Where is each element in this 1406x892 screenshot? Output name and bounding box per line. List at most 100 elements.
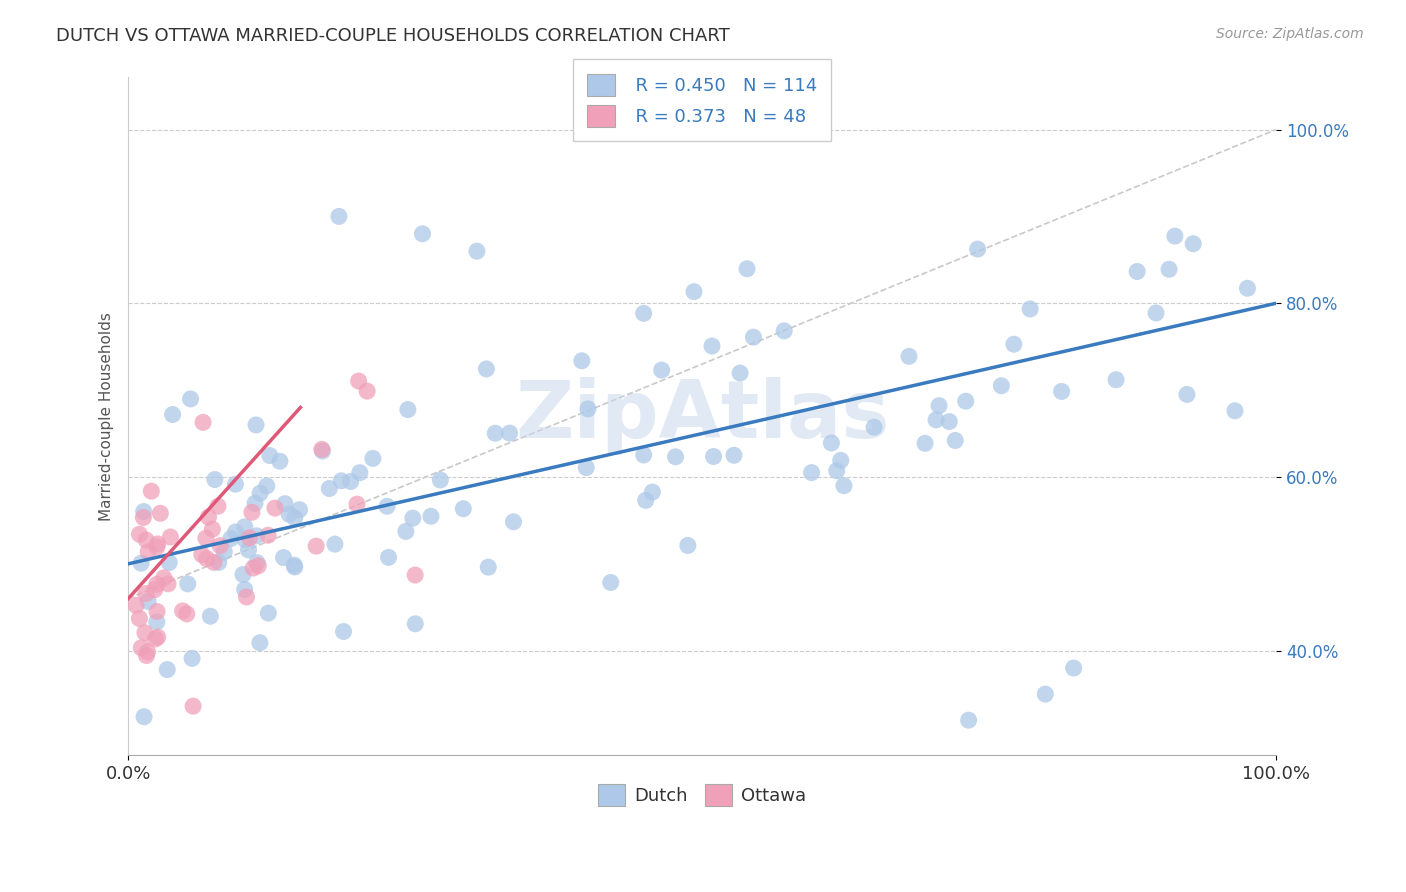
Point (484, 426, 506, 441)
Point (773, 324, 796, 338)
Point (225, 524, 247, 539)
Point (1175, 387, 1198, 401)
Point (475, 362, 498, 376)
Point (576, 401, 599, 416)
Point (247, 558, 270, 573)
Point (246, 556, 269, 570)
Text: Source: ZipAtlas.com: Source: ZipAtlas.com (1216, 27, 1364, 41)
Point (249, 636, 271, 650)
Point (328, 210, 350, 224)
Point (256, 479, 278, 493)
Point (269, 454, 291, 468)
Point (377, 550, 399, 565)
Point (283, 558, 305, 573)
Point (1223, 404, 1246, 418)
Point (162, 408, 184, 422)
Point (683, 285, 706, 299)
Point (832, 479, 855, 493)
Point (245, 417, 267, 432)
Point (633, 448, 655, 462)
Point (202, 555, 225, 569)
Point (411, 227, 433, 241)
Point (664, 450, 686, 464)
Point (477, 560, 499, 574)
Point (735, 261, 758, 276)
Point (1164, 229, 1187, 244)
Point (311, 442, 333, 457)
Point (938, 415, 960, 429)
Point (465, 244, 488, 259)
Point (404, 568, 426, 582)
Point (318, 482, 340, 496)
Point (347, 374, 370, 388)
Point (346, 497, 368, 511)
Point (356, 384, 378, 398)
Point (172, 604, 194, 618)
Point (219, 532, 242, 546)
Point (209, 539, 232, 553)
Point (257, 528, 280, 542)
Point (703, 450, 725, 464)
Point (195, 551, 218, 566)
Point (131, 640, 153, 655)
Point (197, 510, 219, 524)
Y-axis label: Married-couple Households: Married-couple Households (100, 311, 114, 521)
Point (149, 506, 172, 520)
Point (135, 586, 157, 600)
Point (925, 413, 948, 427)
Point (396, 402, 419, 417)
Point (146, 605, 169, 619)
Point (498, 426, 520, 441)
Point (1157, 262, 1180, 277)
Point (132, 510, 155, 524)
Point (1033, 687, 1056, 701)
Point (800, 466, 823, 480)
Point (284, 560, 307, 574)
Point (264, 501, 287, 516)
Point (157, 577, 180, 591)
Point (742, 330, 765, 344)
Point (419, 509, 441, 524)
Point (633, 306, 655, 320)
Point (375, 500, 398, 514)
Point (361, 451, 384, 466)
Point (128, 527, 150, 541)
Point (825, 464, 848, 478)
Point (129, 556, 152, 570)
Point (599, 575, 621, 590)
Point (224, 477, 246, 491)
Point (284, 511, 307, 525)
Point (240, 505, 263, 519)
Point (700, 339, 723, 353)
Point (278, 507, 301, 521)
Text: DUTCH VS OTTAWA MARRIED-COUPLE HOUSEHOLDS CORRELATION CHART: DUTCH VS OTTAWA MARRIED-COUPLE HOUSEHOLD… (56, 27, 730, 45)
Point (1050, 384, 1073, 399)
Point (246, 529, 269, 543)
Point (1002, 337, 1025, 351)
Point (1144, 306, 1167, 320)
Point (928, 399, 950, 413)
Point (135, 533, 157, 547)
Point (1019, 301, 1042, 316)
Point (156, 663, 179, 677)
Point (571, 353, 593, 368)
Point (957, 713, 980, 727)
Point (191, 548, 214, 562)
Point (233, 582, 256, 597)
Point (575, 460, 598, 475)
Point (728, 366, 751, 380)
Point (180, 392, 202, 406)
Point (502, 515, 524, 529)
Point (898, 350, 921, 364)
Point (259, 449, 281, 463)
Point (349, 466, 371, 480)
Point (966, 242, 988, 256)
Point (676, 538, 699, 552)
Point (257, 606, 280, 620)
Legend: Dutch, Ottawa: Dutch, Ottawa (591, 777, 814, 814)
Point (146, 630, 169, 644)
Text: ZipAtlas: ZipAtlas (515, 377, 890, 455)
Point (332, 624, 354, 639)
Point (141, 484, 163, 499)
Point (943, 434, 966, 448)
